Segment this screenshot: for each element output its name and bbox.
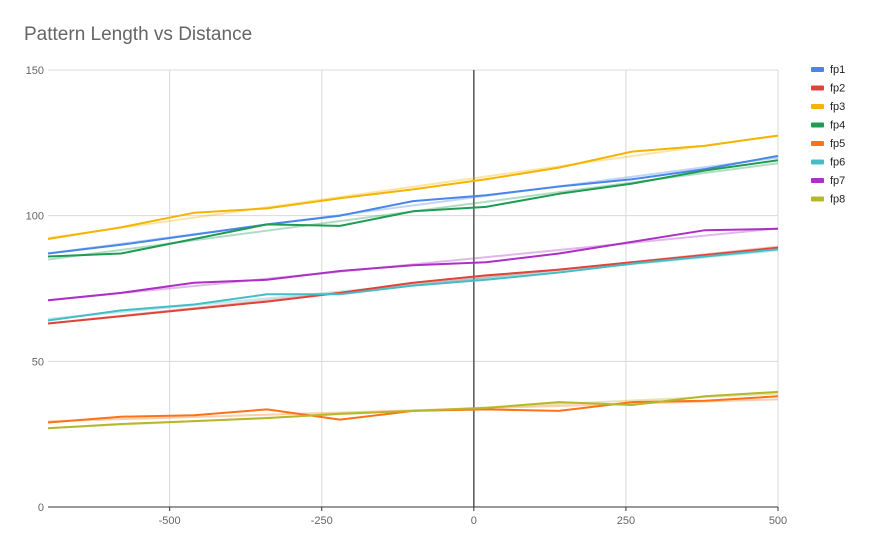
series-layer <box>47 134 779 430</box>
legend-swatch-fp2[interactable] <box>811 85 824 91</box>
grid-layer <box>48 69 779 507</box>
y-tick-label: 150 <box>26 65 44 77</box>
legend-label-fp6[interactable]: fp6 <box>830 157 845 169</box>
legend-swatch-fp5[interactable] <box>811 141 824 146</box>
series-line-fp7 <box>47 227 779 302</box>
x-tick-label: 250 <box>617 515 635 527</box>
legend-label-fp3[interactable]: fp3 <box>830 101 845 113</box>
legend-swatch-fp6[interactable] <box>811 159 824 165</box>
series-line-fp3 <box>47 134 779 240</box>
series-line-fp6 <box>47 248 779 322</box>
legend-swatch-fp8[interactable] <box>811 196 824 202</box>
chart-title: Pattern Length vs Distance <box>24 24 253 45</box>
y-tick-label: 50 <box>32 356 44 368</box>
legend-swatch-fp7[interactable] <box>811 178 824 183</box>
y-tick-label: 0 <box>38 502 44 514</box>
y-tick-label: 100 <box>26 211 44 223</box>
series-line-fp1 <box>47 154 779 255</box>
trendline-fp3 <box>47 134 779 240</box>
legend-label-fp1[interactable]: fp1 <box>830 64 845 76</box>
x-tick-label: 500 <box>769 515 787 527</box>
series-line-fp2 <box>47 246 779 325</box>
legend-swatch-fp4[interactable] <box>811 122 824 128</box>
legend-swatch-fp3[interactable] <box>811 104 824 109</box>
legend[interactable]: fp1 fp2 fp3 fp4 fp5 fp6 fp7 fp8 <box>811 64 845 206</box>
axis-layer <box>48 70 779 511</box>
legend-label-fp7[interactable]: fp7 <box>830 175 845 187</box>
series-line-fp4 <box>47 159 779 258</box>
legend-swatch-fp1[interactable] <box>811 67 824 72</box>
legend-label-fp4[interactable]: fp4 <box>830 120 845 132</box>
tick-label-layer: 0 50 100 150 -500 -250 0 250 500 <box>26 65 788 527</box>
legend-label-fp2[interactable]: fp2 <box>830 83 845 95</box>
legend-label-fp5[interactable]: fp5 <box>830 138 845 150</box>
x-tick-label: 0 <box>471 515 477 527</box>
x-tick-label: -500 <box>159 515 181 527</box>
series-line-fp8 <box>47 390 779 430</box>
legend-label-fp8[interactable]: fp8 <box>830 194 845 206</box>
x-tick-label: -250 <box>311 515 333 527</box>
